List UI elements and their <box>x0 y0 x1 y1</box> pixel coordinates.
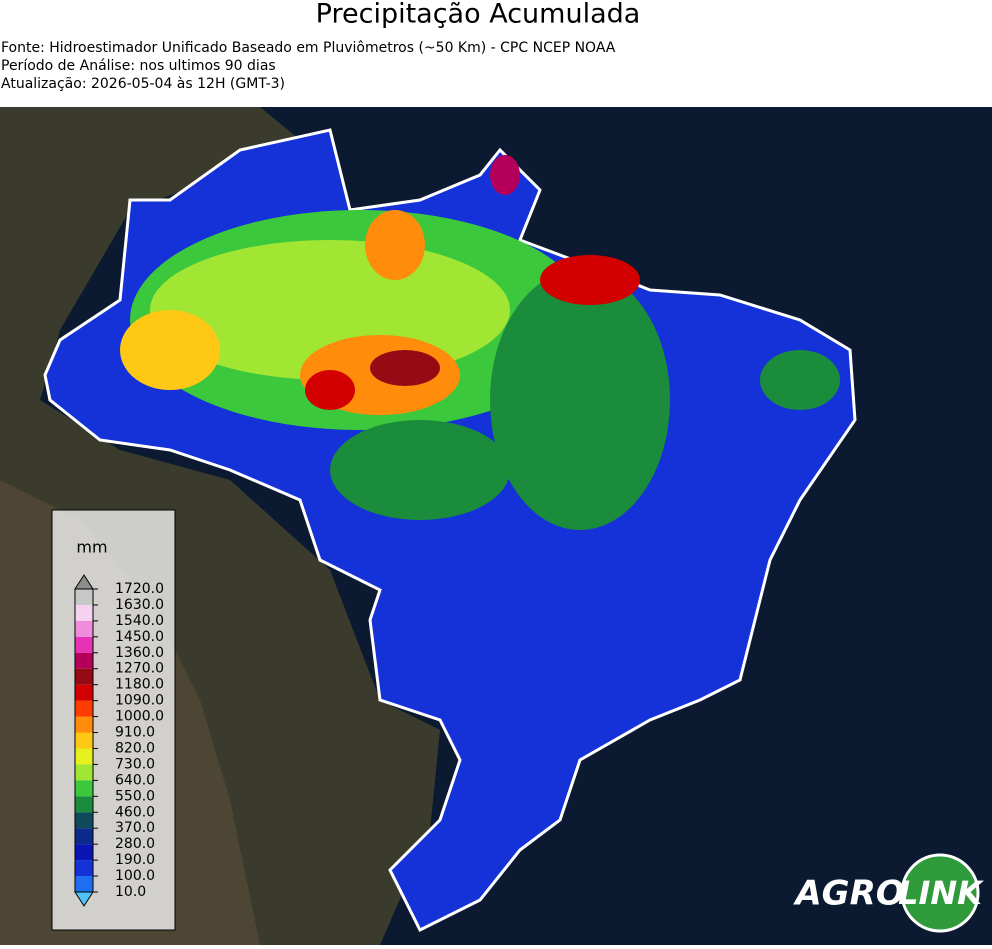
colorbar-segment <box>75 748 93 765</box>
precip-area <box>365 210 425 280</box>
colorbar-segment <box>75 589 93 605</box>
legend-tick-label: 1000.0 <box>115 709 164 725</box>
colorbar-segment <box>75 636 93 653</box>
legend-tick-label: 550.0 <box>115 788 155 804</box>
colorbar-segment <box>75 700 93 717</box>
colorbar-segment <box>75 604 93 621</box>
colorbar-segment <box>75 876 93 892</box>
title: Precipitação Acumulada <box>316 0 641 30</box>
legend-tick-label: 1270.0 <box>115 661 164 677</box>
legend-tick-label: 190.0 <box>115 852 155 868</box>
colorbar: 10.0100.0190.0280.0370.0460.0550.0640.07… <box>74 574 164 907</box>
logo-circle <box>900 853 980 933</box>
legend-unit: mm <box>76 538 107 557</box>
logo-right: LINK <box>898 874 984 912</box>
colorbar-segment <box>75 732 93 749</box>
legend-tick-label: 1720.0 <box>115 581 164 597</box>
logo-left: AGRO <box>792 874 904 914</box>
colorbar-segment <box>75 764 93 781</box>
precip-area <box>305 370 355 410</box>
colorbar-segment <box>75 668 93 685</box>
logo: AGRO LINK <box>792 853 984 933</box>
legend-tick-label: 370.0 <box>115 820 155 836</box>
colorbar-segment <box>75 684 93 701</box>
colorbar-segment <box>75 828 93 845</box>
map <box>0 107 992 945</box>
legend-tick-label: 280.0 <box>115 836 155 852</box>
colorbar-segment <box>75 812 93 829</box>
precip-area <box>120 310 220 390</box>
legend-tick-label: 10.0 <box>115 884 146 900</box>
legend-tick-label: 100.0 <box>115 868 155 884</box>
colorbar-segment <box>75 716 93 733</box>
precip-area <box>490 270 670 530</box>
colorbar-frame <box>74 588 94 893</box>
colorbar-segment <box>75 620 93 637</box>
legend-box <box>51 509 176 931</box>
legend-tick-label: 1360.0 <box>115 645 164 661</box>
legend-tick-label: 1450.0 <box>115 629 164 645</box>
colorbar-segment <box>75 780 93 797</box>
source-line: Fonte: Hidroestimador Unificado Baseado … <box>1 40 616 56</box>
legend-tick-label: 730.0 <box>115 756 155 772</box>
legend-tick-label: 1090.0 <box>115 693 164 709</box>
colorbar-segment <box>75 796 93 813</box>
legend-tick-label: 640.0 <box>115 772 155 788</box>
colorbar-segment <box>75 652 93 669</box>
precip-area <box>370 350 440 386</box>
precip-area <box>330 420 510 520</box>
colorbar-segment <box>75 860 93 877</box>
precip-area <box>540 255 640 305</box>
precip-area <box>490 155 520 195</box>
period-line: Período de Análise: nos ultimos 90 dias <box>1 58 276 74</box>
legend-tick-label: 460.0 <box>115 804 155 820</box>
legend-tick-label: 1540.0 <box>115 613 164 629</box>
legend-tick-label: 1630.0 <box>115 597 164 613</box>
legend-tick-label: 910.0 <box>115 725 155 741</box>
update-line: Atualização: 2026-05-04 às 12H (GMT-3) <box>1 76 285 92</box>
colorbar-segment <box>75 844 93 861</box>
legend-tick-label: 820.0 <box>115 740 155 756</box>
precip-area <box>760 350 840 410</box>
legend-tick-label: 1180.0 <box>115 677 164 693</box>
